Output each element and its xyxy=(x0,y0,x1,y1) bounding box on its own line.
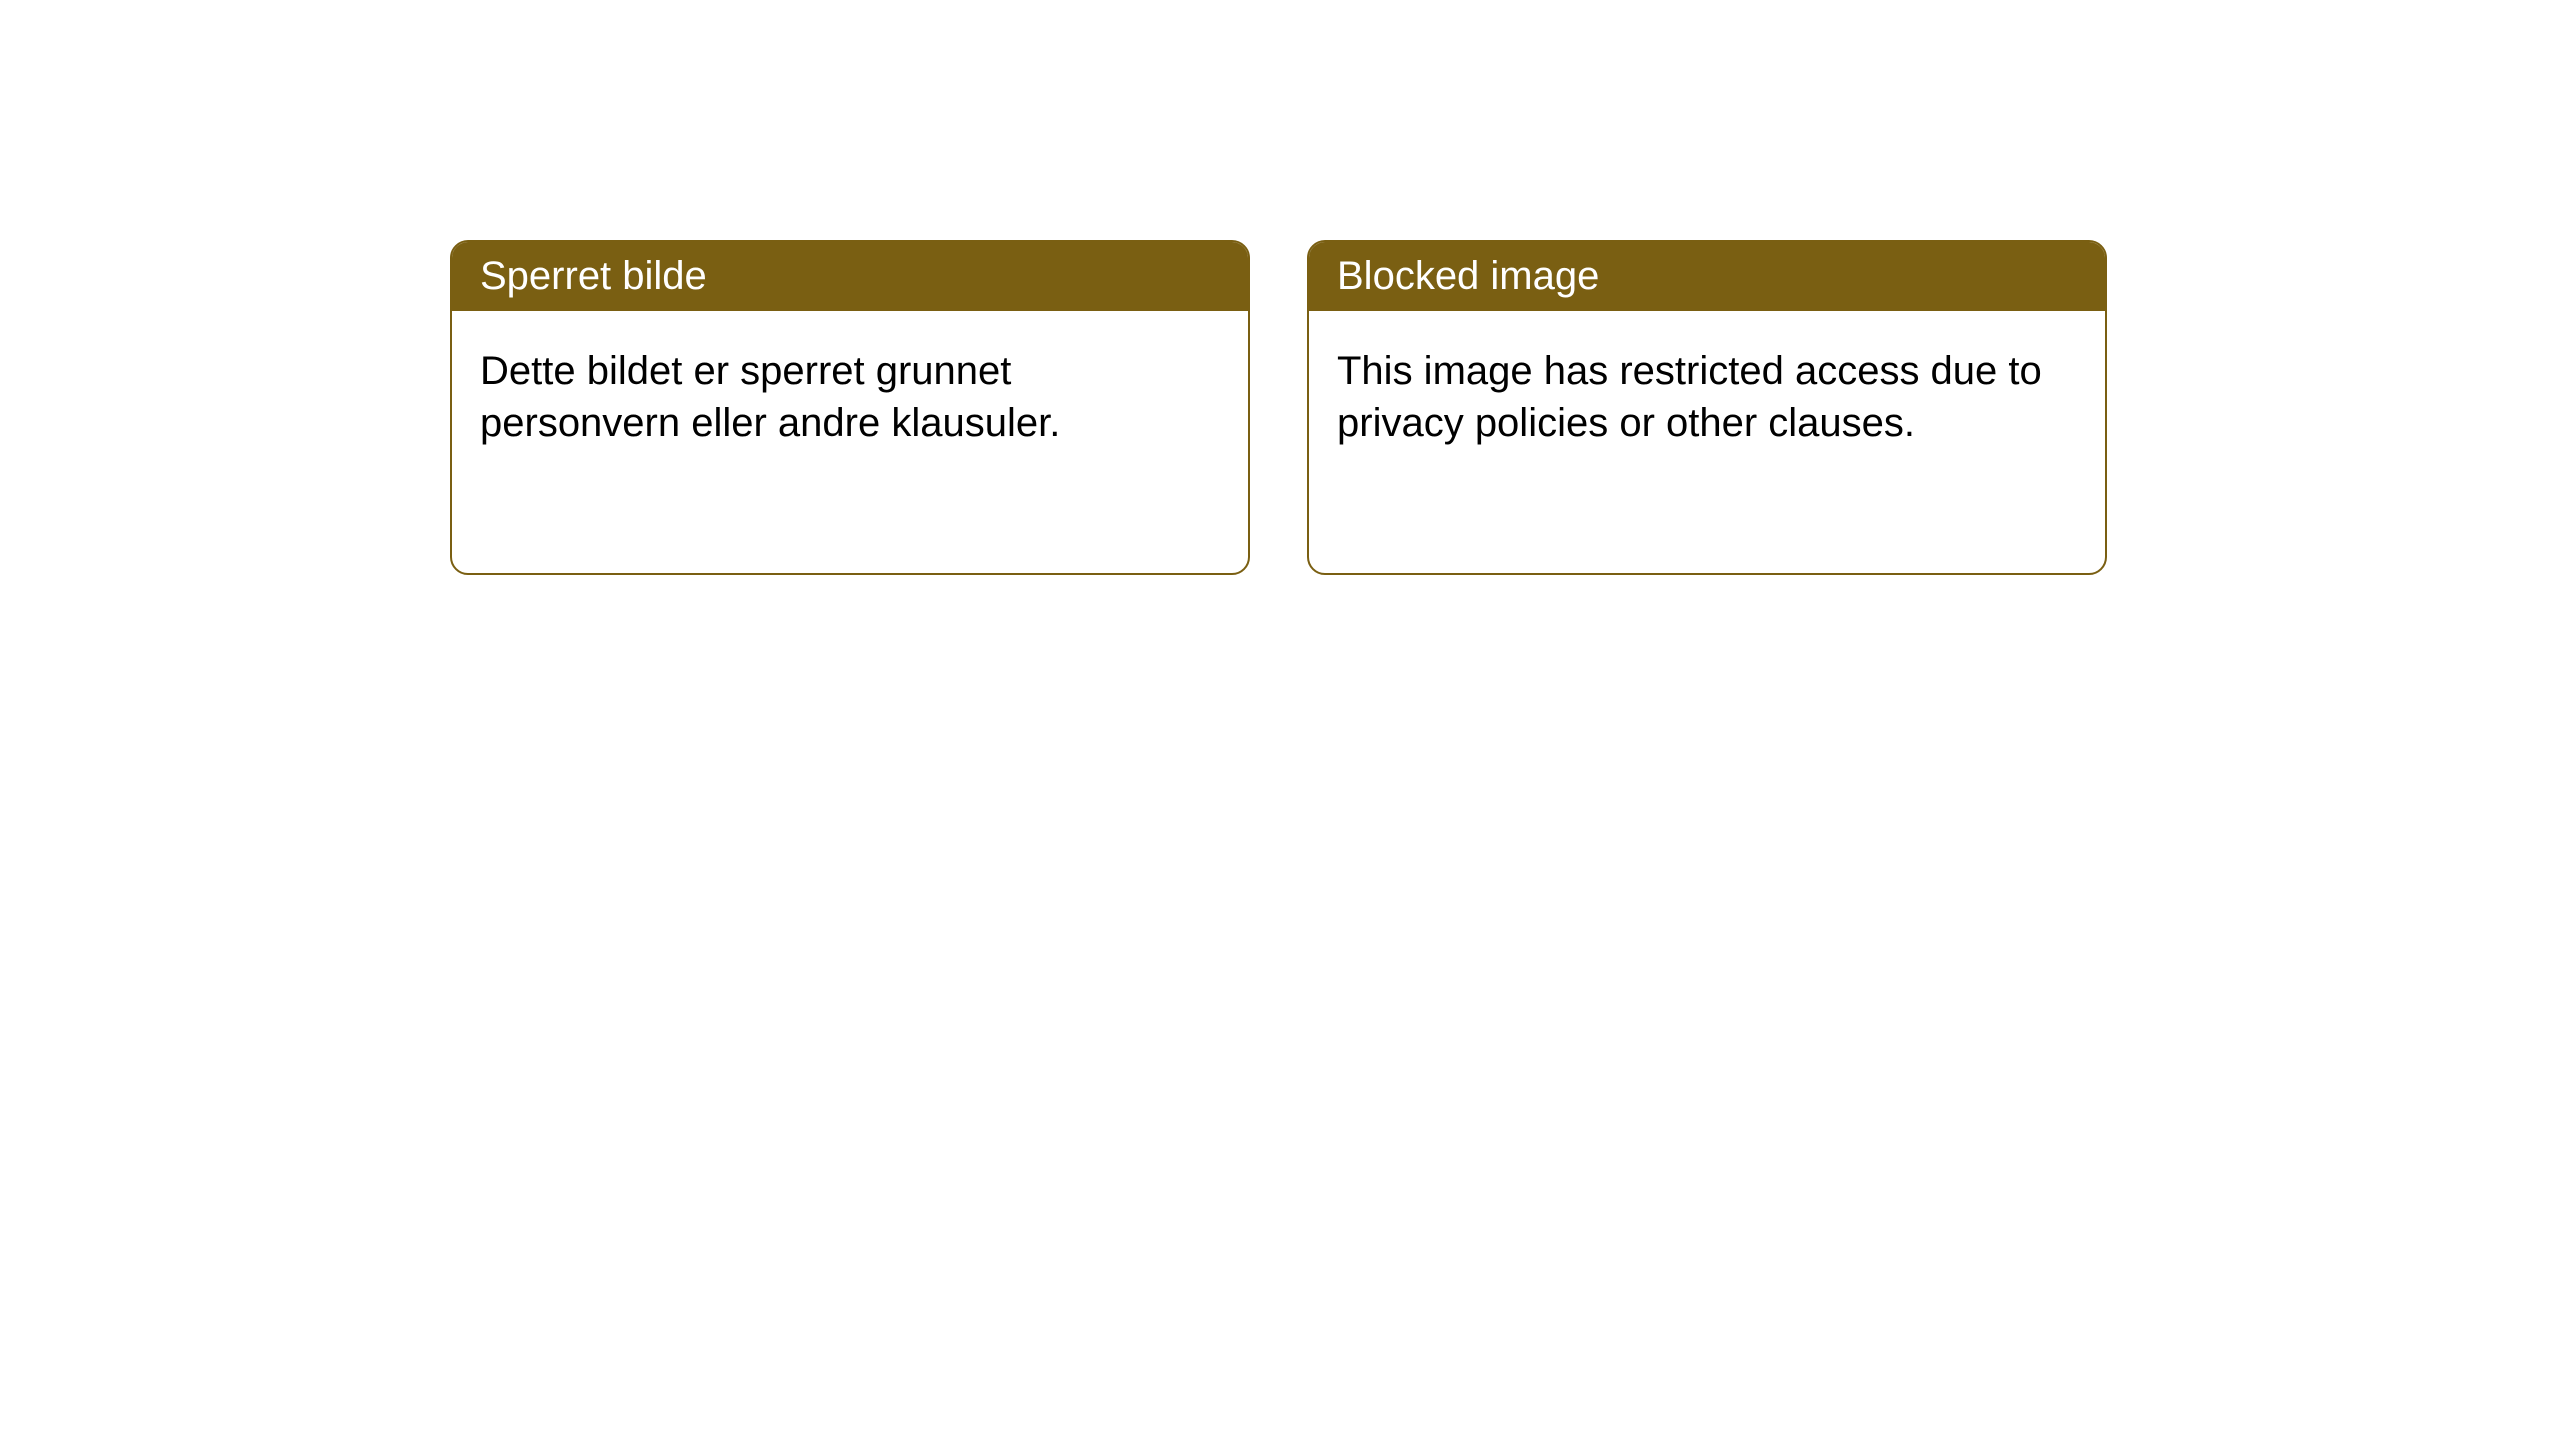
notice-card-header: Sperret bilde xyxy=(452,242,1248,311)
notice-card-norwegian: Sperret bilde Dette bildet er sperret gr… xyxy=(450,240,1250,575)
notice-cards-container: Sperret bilde Dette bildet er sperret gr… xyxy=(450,240,2107,575)
notice-card-header: Blocked image xyxy=(1309,242,2105,311)
notice-card-english: Blocked image This image has restricted … xyxy=(1307,240,2107,575)
notice-card-body: Dette bildet er sperret grunnet personve… xyxy=(452,311,1248,483)
notice-card-body: This image has restricted access due to … xyxy=(1309,311,2105,483)
